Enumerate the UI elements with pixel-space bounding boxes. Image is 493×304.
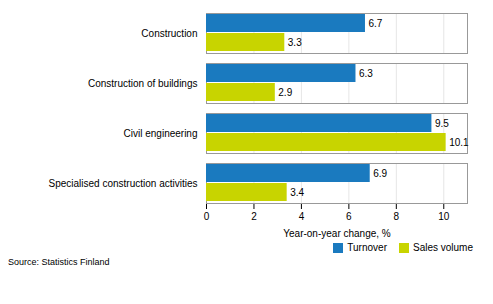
svg-text:8: 8 xyxy=(394,211,400,222)
svg-text:3.3: 3.3 xyxy=(288,37,302,48)
svg-text:Construction of buildings: Construction of buildings xyxy=(88,78,198,89)
svg-text:2.9: 2.9 xyxy=(278,87,292,98)
svg-text:6.9: 6.9 xyxy=(373,168,387,179)
svg-text:6: 6 xyxy=(346,211,352,222)
svg-text:10.1: 10.1 xyxy=(449,137,469,148)
html-text:Source: Statistics Finland: Source: Statistics Finland xyxy=(8,257,110,267)
html-text:Turnover: Turnover xyxy=(347,242,387,253)
svg-text:6.3: 6.3 xyxy=(359,68,373,79)
svg-text:Specialised construction activ: Specialised construction activities xyxy=(49,178,198,189)
svg-text:Civil engineering: Civil engineering xyxy=(124,128,198,139)
html-text:Sales volume: Sales volume xyxy=(413,242,473,253)
svg-text:9.5: 9.5 xyxy=(435,118,449,129)
svg-text:6.7: 6.7 xyxy=(368,18,382,29)
svg-text:10: 10 xyxy=(438,211,450,222)
svg-text:3.4: 3.4 xyxy=(290,187,304,198)
svg-text:0: 0 xyxy=(204,211,210,222)
svg-text:4: 4 xyxy=(299,211,305,222)
svg-text:Construction: Construction xyxy=(141,28,197,39)
svg-text:Year-on-year change, %: Year-on-year change, % xyxy=(283,228,391,239)
svg-text:2: 2 xyxy=(251,211,257,222)
